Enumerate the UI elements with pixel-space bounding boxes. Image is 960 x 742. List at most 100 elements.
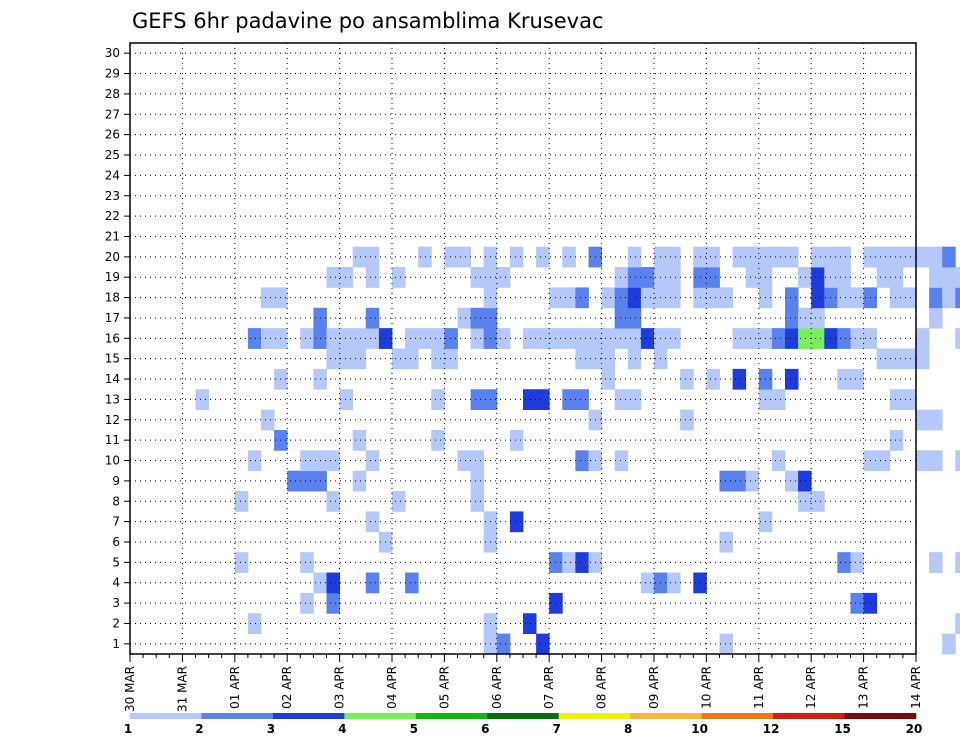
colorbar-segment (201, 713, 274, 719)
precip-cell (667, 328, 681, 349)
colorbar: 1 2 3 4 5 6 7 8 10 12 15 20 (124, 713, 922, 736)
precip-cell (470, 491, 485, 512)
precip-cell (916, 328, 930, 349)
x-tick-label: 07 APR (542, 666, 556, 709)
precip-cell (601, 368, 616, 390)
precip-cell (523, 328, 537, 349)
y-tick-label: 8 (112, 494, 120, 508)
precip-cell (719, 287, 733, 309)
precip-cell (850, 592, 864, 614)
precip-cell (955, 287, 960, 309)
precip-cell (889, 429, 904, 451)
precip-cell (365, 511, 380, 533)
precip-cell (876, 267, 891, 288)
y-tick-label: 14 (105, 372, 120, 386)
colorbar-segment (558, 713, 631, 719)
precip-cell (614, 328, 629, 349)
precip-cell (706, 368, 720, 390)
precip-cell (929, 307, 943, 329)
precip-cell (706, 267, 720, 288)
precip-cell (339, 389, 354, 410)
colorbar-label: 10 (691, 722, 708, 736)
precip-cell (300, 328, 314, 349)
precip-cell (732, 328, 747, 349)
precip-cell (536, 633, 550, 655)
x-tick-label: 08 APR (595, 666, 609, 709)
precip-cell (287, 470, 301, 492)
precip-cell (732, 368, 747, 390)
precip-cell (352, 429, 367, 451)
y-tick-label: 6 (112, 535, 120, 549)
precip-cell (667, 267, 681, 288)
precip-cell (562, 552, 576, 573)
x-tick-label: 30 MAR (123, 666, 137, 712)
precip-cell (876, 450, 891, 472)
precip-cell (536, 328, 550, 349)
precip-cell (352, 328, 367, 349)
precip-cell (876, 348, 891, 370)
y-tick-label: 3 (112, 596, 120, 610)
precip-cell (785, 287, 799, 309)
precip-cell (771, 246, 786, 268)
precip-cell (444, 246, 458, 268)
y-tick-label: 20 (105, 250, 120, 264)
x-tick-label: 04 APR (385, 666, 399, 709)
precip-cell (811, 287, 825, 309)
precip-cell (523, 389, 537, 410)
precip-cell (614, 389, 629, 410)
precip-cell (392, 348, 406, 370)
precip-cell (771, 450, 786, 472)
precip-cell (627, 267, 642, 288)
y-tick-label: 18 (105, 291, 120, 305)
precip-cell (470, 328, 485, 349)
precip-cell (575, 389, 589, 410)
precip-cell (745, 328, 760, 349)
precip-cell (234, 491, 249, 512)
precip-cell (706, 246, 720, 268)
precip-cell (889, 389, 904, 410)
precipitation-cells (195, 246, 960, 655)
colorbar-segment (487, 713, 560, 719)
precip-cell (536, 246, 550, 268)
precip-cell (195, 389, 209, 410)
precip-cell (837, 246, 851, 268)
y-tick-label: 9 (112, 474, 120, 488)
precip-cell (719, 633, 733, 655)
precip-cell (798, 470, 812, 492)
precip-cell (732, 246, 747, 268)
precip-cell (640, 287, 655, 309)
colorbar-segment (701, 713, 774, 719)
precip-cell (837, 552, 851, 573)
precip-cell (575, 348, 589, 370)
precip-cell (680, 409, 694, 431)
colorbar-segment (344, 713, 417, 719)
precip-cell (431, 429, 445, 451)
precip-cell (785, 307, 799, 329)
x-tick-label: 13 APR (857, 666, 871, 709)
precip-cell (771, 389, 786, 410)
precip-cell (706, 287, 720, 309)
precip-cell (771, 328, 786, 349)
precip-cell (614, 267, 629, 288)
y-tick-label: 25 (105, 148, 120, 162)
precip-cell (929, 246, 943, 268)
precip-cell (811, 307, 825, 329)
precip-cell (902, 348, 917, 370)
precip-cell (444, 328, 458, 349)
precip-cell (785, 246, 799, 268)
precip-cell (955, 552, 960, 573)
y-tick-label: 7 (112, 515, 120, 529)
colorbar-segment (630, 713, 702, 719)
precip-cell (261, 287, 275, 309)
precip-cell (745, 246, 760, 268)
precip-cell (365, 572, 380, 594)
precip-cell (785, 328, 799, 349)
precip-cell (942, 246, 956, 268)
precip-cell (509, 429, 524, 451)
precip-cell (942, 633, 956, 655)
y-tick-label: 23 (105, 189, 120, 203)
precip-cell (627, 348, 642, 370)
y-tick-label: 17 (105, 311, 120, 325)
precip-cell (457, 307, 471, 329)
precip-cell (902, 389, 917, 410)
